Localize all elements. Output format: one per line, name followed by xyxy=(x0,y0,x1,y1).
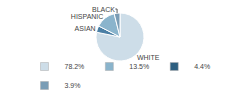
svg-text:ASIAN: ASIAN xyxy=(75,25,96,32)
svg-text:BLACK: BLACK xyxy=(92,6,115,13)
svg-text:3.9%: 3.9% xyxy=(65,82,81,89)
svg-text:13.5%: 13.5% xyxy=(129,63,149,70)
svg-text:HISPANIC: HISPANIC xyxy=(71,13,104,20)
svg-text:WHITE: WHITE xyxy=(137,54,160,61)
svg-text:4.4%: 4.4% xyxy=(194,63,210,70)
svg-text:78.2%: 78.2% xyxy=(65,63,85,70)
